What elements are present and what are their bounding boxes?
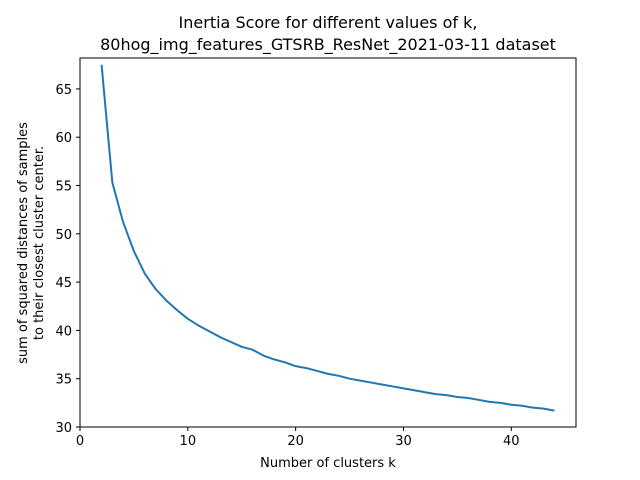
x-axis-ticks: 0 10 20 30 40 [76, 427, 520, 449]
chart-title-line-2: 80hog_img_features_GTSRB_ResNet_2021-03-… [100, 35, 556, 55]
y-axis-label-line-1: sum of squared distances of samples [16, 122, 31, 364]
y-tick-label: 30 [55, 421, 72, 436]
y-tick-label: 60 [55, 131, 72, 146]
x-tick-label: 20 [287, 434, 304, 449]
y-tick-label: 65 [55, 83, 72, 98]
x-tick-label: 30 [395, 434, 412, 449]
y-axis-ticks: 30 35 40 45 50 55 60 65 [55, 83, 80, 436]
y-tick-label: 50 [55, 228, 72, 243]
inertia-series-line [100, 64, 555, 412]
y-tick-label: 55 [55, 180, 72, 195]
chart-title-line-1: Inertia Score for different values of k, [179, 13, 478, 32]
x-tick-label: 0 [76, 434, 84, 449]
x-tick-label: 10 [180, 434, 197, 449]
x-tick-label: 40 [503, 434, 520, 449]
series-layer [100, 64, 555, 412]
plot-frame [79, 57, 577, 428]
y-tick-label: 35 [55, 373, 72, 388]
y-tick-label: 45 [55, 276, 72, 291]
y-axis-label-line-2: to their closest cluster center. [32, 146, 47, 340]
plot-area [80, 58, 576, 427]
x-axis-label: Number of clusters k [260, 456, 396, 471]
y-tick-label: 40 [55, 324, 72, 339]
